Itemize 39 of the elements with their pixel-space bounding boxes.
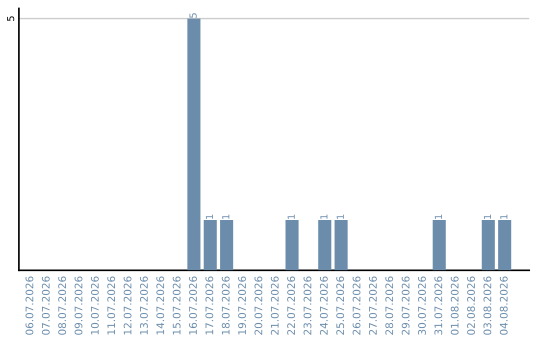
x-tick-label: 27.07.2026 [368, 276, 377, 335]
x-tick-label: 08.07.2026 [58, 276, 66, 335]
x-tick-label: 22.07.2026 [287, 276, 296, 335]
x-tick-label: 01.08.2026 [450, 276, 459, 335]
x-tick-label: 03.08.2026 [483, 276, 492, 335]
x-tick-label: 04.08.2026 [500, 276, 508, 335]
x-tick-label: 13.07.2026 [140, 276, 148, 334]
data-label: 1 [222, 214, 230, 219]
x-tick-label: 31.07.2026 [434, 276, 442, 335]
x-tick-label: 29.07.2026 [402, 276, 410, 335]
x-tick-label: 10.07.2026 [90, 276, 99, 334]
x-tick-label: 26.07.2026 [352, 276, 360, 335]
x-tick-label: 11.07.2026 [107, 276, 116, 334]
data-label: 1 [206, 214, 213, 219]
x-tick-label: 17.07.2026 [205, 276, 214, 334]
x-tick-label: 02.08.2026 [467, 276, 475, 335]
x-tick-label: 12.07.2026 [124, 276, 132, 334]
data-label: 1 [320, 214, 328, 219]
x-tick-label: 19.07.2026 [238, 276, 246, 334]
x-tick-label: 18.07.2026 [222, 276, 230, 334]
data-label: 1 [336, 214, 344, 219]
x-tick-label: 23.07.2026 [304, 276, 312, 335]
data-label: 1 [288, 214, 295, 219]
x-tick-label: 09.07.2026 [74, 276, 82, 335]
data-label: 1 [484, 214, 491, 219]
x-tick-label: 28.07.2026 [385, 276, 394, 335]
x-tick-label: 24.07.2026 [320, 276, 328, 335]
x-tick-label: 15.07.2026 [172, 276, 181, 334]
x-tick-label: 20.07.2026 [254, 276, 262, 335]
x-tick-label: 14.07.2026 [156, 276, 164, 334]
x-tick-label: 21.07.2026 [270, 276, 279, 335]
x-tick-label: 25.07.2026 [336, 276, 344, 335]
data-label: 5 [190, 13, 197, 18]
x-tick-label: 30.07.2026 [418, 276, 426, 335]
x-tick-label: 16.07.2026 [189, 276, 197, 334]
data-label: 1 [500, 214, 508, 219]
x-tick-label: 07.07.2026 [42, 276, 50, 335]
data-label: 1 [434, 214, 442, 219]
x-tick-label: 06.07.2026 [25, 276, 34, 335]
